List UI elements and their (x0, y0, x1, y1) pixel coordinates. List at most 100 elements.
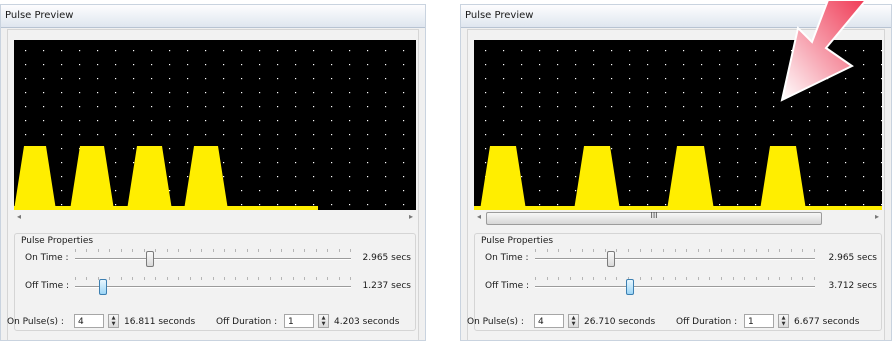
grid-dot (295, 78, 297, 80)
window-title: Pulse Preview (1, 5, 425, 28)
grid-dot (61, 134, 63, 136)
on-time-slider-thumb[interactable] (607, 251, 615, 267)
off-time-value: 3.712 secs (828, 281, 878, 291)
off-duration-input[interactable]: 1 (284, 314, 314, 328)
grid-dot (169, 92, 171, 94)
tick-mark (201, 249, 202, 252)
horizontal-scrollbar[interactable]: ◂ III ▸ (474, 211, 882, 225)
off-duration-input[interactable]: 1 (744, 314, 774, 328)
grid-dot (863, 120, 865, 122)
pulse-count-row: On Pulse(s) : 4 ▲ ▼ 26.710 seconds Off Du… (461, 307, 891, 335)
grid-dot (187, 106, 189, 108)
tick-mark (293, 277, 294, 280)
grid-dot (647, 162, 649, 164)
scroll-left-icon[interactable]: ◂ (16, 212, 21, 221)
grid-dot (313, 92, 315, 94)
tick-mark (132, 249, 133, 252)
grid-dot (403, 106, 405, 108)
grid-dot (845, 148, 847, 150)
grid-dot (367, 78, 369, 80)
grid-dot (223, 50, 225, 52)
pulse-shape-4 (184, 146, 228, 210)
on-pulses-spin-icon[interactable]: ▲ ▼ (108, 314, 119, 328)
horizontal-scrollbar[interactable]: ◂ ▸ (14, 211, 416, 225)
grid-dot (485, 92, 487, 94)
grid-dot (755, 50, 757, 52)
grid-dot (701, 92, 703, 94)
grid-dot (61, 106, 63, 108)
off-time-slider-thumb[interactable] (99, 279, 107, 295)
grid-dot (719, 92, 721, 94)
grid-dot (845, 134, 847, 136)
grid-dot (169, 148, 171, 150)
grid-dot (719, 64, 721, 66)
grid-dot (503, 78, 505, 80)
grid-dot (683, 120, 685, 122)
grid-dot (845, 176, 847, 178)
off-time-slider-thumb[interactable] (626, 279, 634, 295)
grid-dot (575, 162, 577, 164)
scroll-right-icon[interactable]: ▸ (874, 212, 879, 221)
on-pulses-spin-icon[interactable]: ▲ ▼ (568, 314, 579, 328)
grid-dot (367, 120, 369, 122)
grid-dot (349, 78, 351, 80)
on-time-slider-thumb[interactable] (146, 251, 154, 267)
tick-mark (350, 277, 351, 280)
grid-dot (403, 190, 405, 192)
grid-dot (259, 190, 261, 192)
off-duration-spin-icon[interactable]: ▲ ▼ (778, 314, 789, 328)
off-duration-spin-icon[interactable]: ▲ ▼ (318, 314, 329, 328)
grid-dot (557, 106, 559, 108)
grid-dot (719, 204, 721, 206)
grid-dot (539, 148, 541, 150)
grid-dot (133, 134, 135, 136)
pulse-preview-scope (474, 40, 882, 210)
grid-dot (385, 50, 387, 52)
grid-dot (277, 120, 279, 122)
scrollbar-thumb[interactable]: III (486, 211, 822, 225)
grid-dot (881, 176, 882, 178)
content-area: ◂ III ▸ Pulse Properties On Time : 2.965… (467, 29, 885, 340)
tick-mark (593, 249, 594, 252)
grid-dot (349, 64, 351, 66)
grid-dot (349, 204, 351, 206)
grid-dot (791, 50, 793, 52)
grid-dot (259, 176, 261, 178)
scroll-left-icon[interactable]: ◂ (476, 212, 481, 221)
grid-dot (683, 78, 685, 80)
grid-dot (223, 64, 225, 66)
grid-dot (313, 50, 315, 52)
on-pulses-input[interactable]: 4 (74, 314, 104, 328)
tick-mark (756, 277, 757, 280)
grid-dot (647, 106, 649, 108)
grid-dot (881, 106, 882, 108)
grid-dot (881, 190, 882, 192)
tick-mark (733, 249, 734, 252)
tick-mark (201, 277, 202, 280)
scroll-right-icon[interactable]: ▸ (408, 212, 413, 221)
grid-dot (755, 204, 757, 206)
grid-dot (151, 120, 153, 122)
on-pulses-input[interactable]: 4 (534, 314, 564, 328)
grid-dot (241, 134, 243, 136)
grid-dot (331, 134, 333, 136)
on-time-ticks (535, 249, 815, 252)
grid-dot (719, 106, 721, 108)
grid-dot (755, 92, 757, 94)
grid-dot (205, 106, 207, 108)
grid-dot (755, 176, 757, 178)
grid-dot (629, 190, 631, 192)
grid-dot (385, 78, 387, 80)
grid-dot (241, 190, 243, 192)
tick-mark (709, 249, 710, 252)
grid-dot (403, 148, 405, 150)
grid-dot (773, 64, 775, 66)
grid-dot (881, 92, 882, 94)
off-duration-label: Off Duration : (676, 317, 738, 327)
grid-dot (665, 64, 667, 66)
grid-dot (719, 120, 721, 122)
grid-dot (25, 106, 27, 108)
pulse-baseline (474, 206, 882, 210)
grid-dot (115, 92, 117, 94)
grid-dot (737, 190, 739, 192)
